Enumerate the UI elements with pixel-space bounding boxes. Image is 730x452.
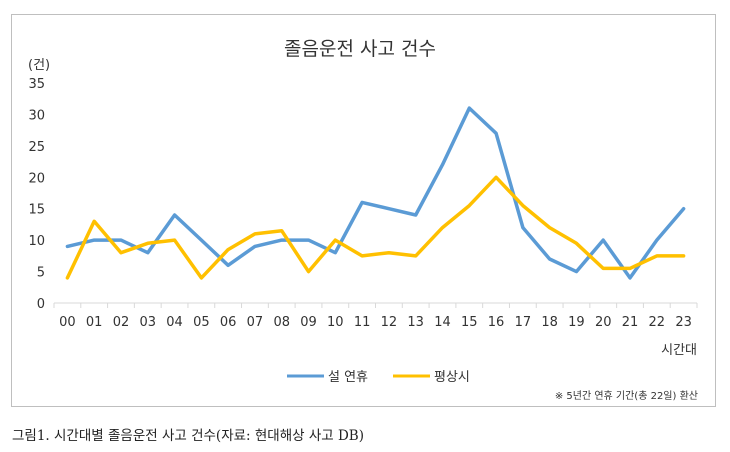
chart-title: 졸음운전 사고 건수 bbox=[284, 38, 436, 60]
chart-note: ※ 5년간 연휴 기간(총 22일) 환산 bbox=[555, 390, 698, 402]
x-tick-label: 14 bbox=[434, 315, 451, 330]
y-tick-label: 20 bbox=[28, 171, 45, 186]
x-tick-label: 19 bbox=[568, 315, 585, 330]
legend-label-seol: 설 연휴 bbox=[328, 370, 368, 385]
x-tick-label: 22 bbox=[649, 315, 666, 330]
chart-frame: 졸음운전 사고 건수 (건) 시간대 0 5 10 15 20 25 30 35 00 01 02 0… bbox=[11, 14, 716, 407]
series-line-0 bbox=[65, 106, 686, 280]
x-tick-label: 02 bbox=[113, 315, 130, 330]
x-tick-label: 11 bbox=[354, 315, 371, 330]
y-tick-label: 25 bbox=[28, 140, 45, 155]
y-tick-label: 5 bbox=[37, 266, 45, 281]
x-tick-label: 08 bbox=[273, 315, 290, 330]
x-tick-label: 00 bbox=[59, 315, 76, 330]
x-tick-label: 12 bbox=[381, 315, 398, 330]
series-line-1 bbox=[65, 175, 686, 280]
x-tick-label: 16 bbox=[488, 315, 505, 330]
y-tick-label: 15 bbox=[28, 203, 45, 218]
x-tick-label: 06 bbox=[220, 315, 237, 330]
y-tick-label: 10 bbox=[28, 234, 45, 249]
x-tick-label: 18 bbox=[541, 315, 558, 330]
y-tick-label: 0 bbox=[37, 297, 45, 312]
x-tick-label: 09 bbox=[300, 315, 317, 330]
legend-label-normal: 평상시 bbox=[434, 370, 470, 385]
figure-caption: 그림1. 시간대별 졸음운전 사고 건수(자료: 현대해상 사고 DB) bbox=[12, 428, 364, 444]
x-tick-label: 17 bbox=[515, 315, 532, 330]
x-tick-label: 04 bbox=[166, 315, 183, 330]
y-tick-label: 30 bbox=[28, 108, 45, 123]
x-tick-label: 20 bbox=[595, 315, 612, 330]
x-tick-label: 15 bbox=[461, 315, 478, 330]
x-tick-label: 21 bbox=[622, 315, 639, 330]
x-tick-label: 23 bbox=[675, 315, 692, 330]
x-tick-label: 13 bbox=[407, 315, 424, 330]
x-axis-title: 시간대 bbox=[661, 343, 697, 358]
x-tick-label: 10 bbox=[327, 315, 344, 330]
legend: 설 연휴 평상시 bbox=[287, 370, 470, 385]
series-layer bbox=[65, 106, 686, 280]
y-axis-unit-label: (건) bbox=[28, 58, 50, 73]
x-tick-label: 03 bbox=[139, 315, 156, 330]
x-tick-label: 05 bbox=[193, 315, 210, 330]
y-tick-label: 35 bbox=[28, 77, 45, 92]
x-tick-label: 01 bbox=[86, 315, 103, 330]
x-tick-label: 07 bbox=[247, 315, 264, 330]
